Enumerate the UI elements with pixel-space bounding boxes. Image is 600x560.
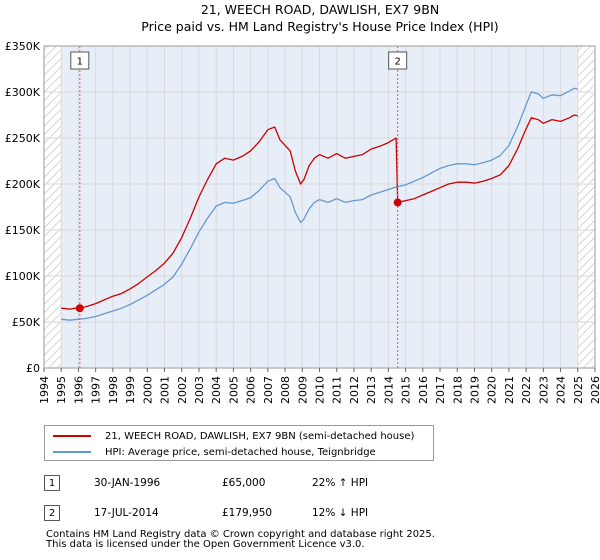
forecast-hatch (577, 46, 595, 368)
transaction-price: £179,950 (222, 507, 273, 519)
y-tick-label: £350K (5, 40, 41, 53)
x-tick-label: 2026 (589, 376, 600, 404)
x-tick-label: 2020 (486, 376, 499, 404)
legend-label-hpi: HPI: Average price, semi-detached house,… (105, 446, 376, 458)
transaction-row: 1 30-JAN-1996 £65,000 22% ↑ HPI (0, 475, 600, 497)
transaction-hpi-change: 22% ↑ HPI (312, 477, 369, 489)
x-tick-label: 2003 (193, 376, 206, 404)
x-tick-label: 2000 (141, 376, 154, 404)
y-tick-label: £300K (5, 86, 41, 99)
x-tick-label: 2004 (210, 376, 223, 404)
x-tick-label: 2023 (537, 376, 550, 404)
x-tick-label: 2002 (176, 376, 189, 404)
legend-item-hpi: HPI: Average price, semi-detached house,… (53, 444, 376, 460)
sale-marker-label: 1 (77, 57, 83, 68)
x-tick-label: 2008 (279, 376, 292, 404)
x-tick-label: 2019 (468, 376, 481, 404)
x-tick-label: 2007 (262, 376, 275, 404)
transaction-row: 2 17-JUL-2014 £179,950 12% ↓ HPI (0, 505, 600, 527)
chart-subtitle: Price paid vs. HM Land Registry's House … (141, 19, 498, 34)
transaction-number: 2 (44, 505, 60, 521)
legend-item-property: 21, WEECH ROAD, DAWLISH, EX7 9BN (semi-d… (53, 428, 414, 444)
x-tick-label: 2018 (451, 376, 464, 404)
x-tick-label: 2011 (331, 376, 344, 404)
x-tick-label: 1999 (124, 376, 137, 404)
transaction-price: £65,000 (222, 477, 266, 489)
hpi-line (61, 87, 578, 321)
x-tick-label: 2015 (400, 376, 413, 404)
price-chart: 21, WEECH ROAD, DAWLISH, EX7 9BN Price p… (5, 2, 600, 404)
history-shade (61, 46, 595, 368)
transaction-date: 17-JUL-2014 (94, 507, 159, 519)
pre-data-hatch (44, 46, 62, 368)
transaction-number: 1 (44, 475, 60, 491)
footer-copyright: Contains HM Land Registry data © Crown c… (46, 529, 435, 540)
sale-point (75, 304, 84, 313)
x-tick-label: 1997 (90, 376, 103, 404)
footer: Contains HM Land Registry data © Crown c… (46, 530, 435, 550)
legend: 21, WEECH ROAD, DAWLISH, EX7 9BN (semi-d… (44, 425, 434, 461)
x-tick-label: 2006 (245, 376, 258, 404)
y-tick-label: £0 (26, 362, 40, 375)
y-tick-label: £150K (5, 224, 41, 237)
x-tick-label: 1995 (55, 376, 68, 404)
y-tick-label: £200K (5, 178, 41, 191)
sale-marker-box (388, 51, 408, 70)
sale-marker-label: 2 (394, 57, 400, 68)
x-tick-label: 1994 (38, 376, 51, 404)
legend-line-hpi (53, 451, 91, 453)
transaction-date: 30-JAN-1996 (94, 477, 161, 489)
x-tick-label: 2001 (159, 376, 172, 404)
x-tick-label: 2016 (417, 376, 430, 404)
x-tick-label: 2009 (296, 376, 309, 404)
x-tick-label: 2017 (434, 376, 447, 404)
sale-point (393, 198, 402, 207)
x-tick-label: 2025 (572, 376, 585, 404)
transaction-hpi-change: 12% ↓ HPI (312, 507, 369, 519)
y-tick-label: £250K (5, 132, 41, 145)
footer-license: This data is licensed under the Open Gov… (46, 539, 365, 550)
sale-marker-box (70, 51, 90, 70)
x-tick-label: 1998 (107, 376, 120, 404)
x-tick-label: 2014 (382, 376, 395, 404)
chart-title: 21, WEECH ROAD, DAWLISH, EX7 9BN (201, 2, 439, 17)
y-tick-label: £100K (5, 270, 41, 283)
x-tick-label: 2005 (227, 376, 240, 404)
x-tick-label: 2021 (503, 376, 516, 404)
legend-line-property (53, 435, 91, 437)
x-tick-label: 2024 (555, 376, 568, 404)
legend-label-property: 21, WEECH ROAD, DAWLISH, EX7 9BN (semi-d… (105, 430, 415, 442)
y-tick-label: £50K (12, 316, 41, 329)
x-tick-label: 2012 (348, 376, 361, 404)
property-line (61, 114, 578, 310)
x-tick-label: 1996 (72, 376, 85, 404)
x-tick-label: 2013 (365, 376, 378, 404)
x-tick-label: 2022 (520, 376, 533, 404)
x-tick-label: 2010 (314, 376, 327, 404)
